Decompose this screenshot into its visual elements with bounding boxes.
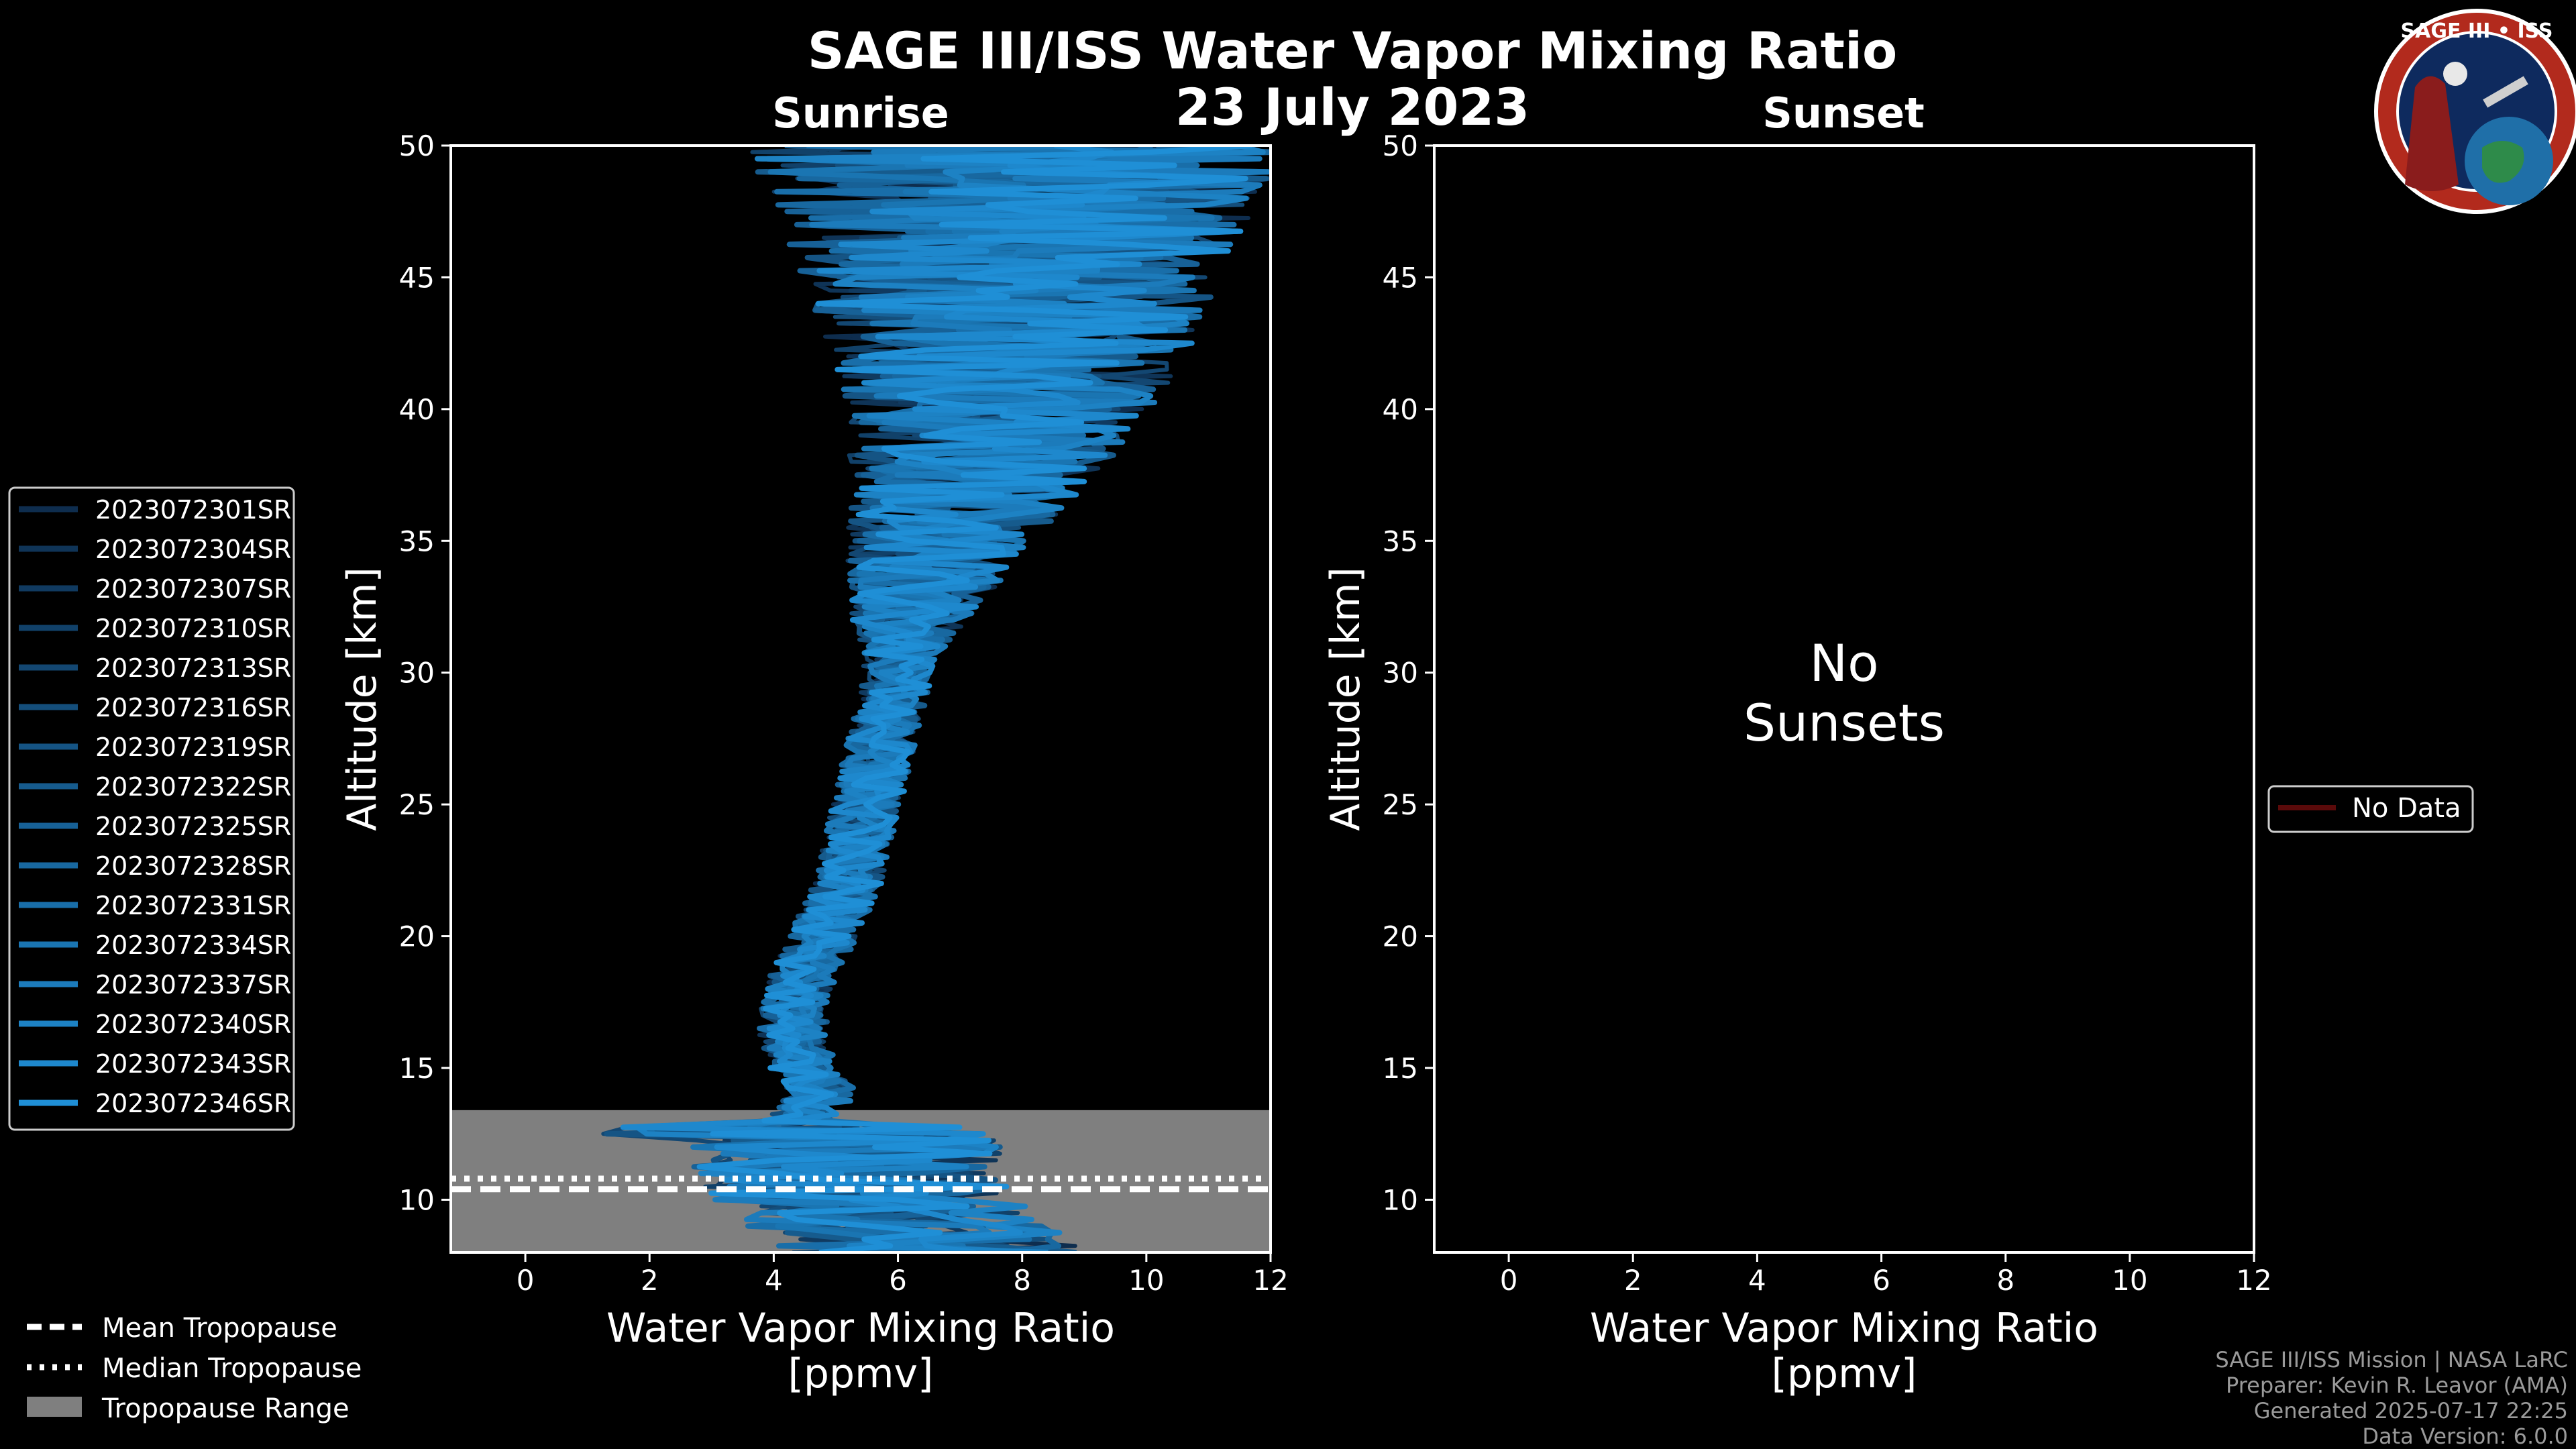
sunset-plot-area <box>1433 144 2255 1254</box>
legend-label-2023072340SR: 2023072340SR <box>95 1010 291 1039</box>
sunrise-xtick-label: 12 <box>1252 1264 1288 1297</box>
sunset-xtick-label: 12 <box>2236 1264 2271 1297</box>
sunrise-ytick-label: 25 <box>399 788 435 821</box>
no-sunsets-line2: Sunsets <box>1743 693 1945 753</box>
legend-label-2023072346SR: 2023072346SR <box>95 1089 291 1118</box>
profile-legend-box <box>8 486 295 1131</box>
legend-label-2023072325SR: 2023072325SR <box>95 812 291 841</box>
sunset-xtick-label: 0 <box>1500 1264 1518 1297</box>
logo-moon <box>2443 62 2467 86</box>
sunrise-xtick-label: 4 <box>765 1264 783 1297</box>
sunset-panel: 0 2 4 6 8 10 12 10 15 20 25 30 35 40 45 50 Altitude [km… <box>1322 129 2272 1397</box>
sunrise-xtick-label: 6 <box>889 1264 907 1297</box>
logo-figure <box>2405 76 2459 191</box>
sunrise-xtick-label: 10 <box>1128 1264 1164 1297</box>
sunrise-panel: 0 2 4 6 8 10 12 10 15 20 25 30 35 40 45 50 Altitude [km… <box>339 129 1289 1397</box>
figure-date: 23 July 2023 <box>1175 77 1529 137</box>
sunset-ytick-label: 45 <box>1383 261 1418 294</box>
sunset-ytick-label: 40 <box>1383 393 1418 426</box>
footer: SAGE III/ISS Mission | NASA LaRC Prepare… <box>2215 1347 2568 1449</box>
legend-label-2023072307SR: 2023072307SR <box>95 574 291 604</box>
sunset-ytick-label: 10 <box>1383 1183 1418 1216</box>
sunrise-marks <box>451 146 1271 1252</box>
sunset-xlabel-line2: [ppmv] <box>1772 1350 1917 1397</box>
sunrise-frame <box>449 144 1272 1254</box>
sunrise-ytick-label: 10 <box>399 1183 435 1216</box>
sunset-ytick-label: 50 <box>1383 129 1418 162</box>
sunset-ticks: 0 2 4 6 8 10 12 10 15 20 25 30 35 40 45 50 <box>1383 129 2272 1297</box>
sunset-xlabel-line1: Water Vapor Mixing Ratio <box>1590 1305 2098 1352</box>
median-tropopause-label: Median Tropopause <box>102 1353 362 1384</box>
legend-label-2023072328SR: 2023072328SR <box>95 851 291 881</box>
sunrise-ytick-label: 50 <box>399 129 435 162</box>
no-sunsets-line1: No <box>1809 633 1878 693</box>
sunrise-ytick-label: 35 <box>399 525 435 557</box>
sunrise-xlabel-line1: Water Vapor Mixing Ratio <box>606 1305 1115 1352</box>
legend-label-2023072304SR: 2023072304SR <box>95 535 291 564</box>
sunrise-ytick-label: 20 <box>399 920 435 953</box>
sunrise-xlabel-line2: [ppmv] <box>788 1350 934 1397</box>
sunrise-xtick-label: 2 <box>641 1264 659 1297</box>
sunrise-ylabel: Altitude [km] <box>339 567 386 831</box>
sunset-xtick-label: 2 <box>1624 1264 1642 1297</box>
logo-landmass <box>2482 141 2524 183</box>
legend-label-2023072319SR: 2023072319SR <box>95 733 291 762</box>
legend-label-2023072301SR: 2023072301SR <box>95 495 291 525</box>
sunset-ytick-label: 15 <box>1383 1052 1418 1085</box>
profile-legend: 2023072301SR 2023072304SR 2023072307SR 2023… <box>8 486 295 1131</box>
sunrise-xtick-label: 0 <box>517 1264 535 1297</box>
footer-line2: Preparer: Kevin R. Leavor (AMA) <box>2226 1373 2568 1398</box>
sage-iss-logo: SAGE III • ISS <box>2374 9 2576 214</box>
legend-label-2023072334SR: 2023072334SR <box>95 930 291 960</box>
profile-2023072325SR <box>691 146 1252 1252</box>
legend-label-2023072331SR: 2023072331SR <box>95 891 291 920</box>
tropopause-range-label: Tropopause Range <box>101 1393 350 1424</box>
subtitle-sunrise: Sunrise <box>772 89 949 138</box>
sunrise-xtick-label: 8 <box>1013 1264 1031 1297</box>
sunrise-ytick-label: 15 <box>399 1052 435 1085</box>
footer-line4: Data Version: 6.0.0 <box>2362 1424 2568 1449</box>
profile-2023072337SR <box>703 146 1271 1252</box>
sunrise-ytick-label: 30 <box>399 657 435 690</box>
profile-2023072346SR <box>696 146 1252 1252</box>
subtitle-sunset: Sunset <box>1762 89 1925 138</box>
legend-label-2023072343SR: 2023072343SR <box>95 1049 291 1079</box>
footer-line1: SAGE III/ISS Mission | NASA LaRC <box>2215 1347 2568 1373</box>
legend-label-2023072313SR: 2023072313SR <box>95 653 291 683</box>
legend-label-2023072337SR: 2023072337SR <box>95 970 291 1000</box>
mean-tropopause-label: Mean Tropopause <box>102 1313 337 1344</box>
sunset-xtick-label: 8 <box>1996 1264 2015 1297</box>
figure-title: SAGE III/ISS Water Vapor Mixing Ratio <box>808 21 1898 80</box>
sunrise-ytick-label: 45 <box>399 261 435 294</box>
tropo-legend: Mean Tropopause Median Tropopause Tropop… <box>27 1313 362 1424</box>
sunset-ytick-label: 35 <box>1383 525 1418 557</box>
sunset-ytick-label: 20 <box>1383 920 1418 953</box>
no-data-label: No Data <box>2352 793 2461 824</box>
sunset-xtick-label: 10 <box>2112 1264 2147 1297</box>
no-data-legend-box <box>2267 785 2474 833</box>
sunrise-ticks: 0 2 4 6 8 10 12 10 15 20 25 30 35 40 45 50 <box>399 129 1289 1297</box>
no-data-legend: No Data <box>2267 785 2474 833</box>
sunset-ylabel: Altitude [km] <box>1322 567 1369 831</box>
sunrise-ytick-label: 40 <box>399 393 435 426</box>
logo-station <box>2483 76 2528 108</box>
sunset-ytick-label: 25 <box>1383 788 1418 821</box>
sunset-ytick-label: 30 <box>1383 657 1418 690</box>
footer-line3: Generated 2025-07-17 22:25 <box>2254 1398 2568 1424</box>
tropopause-range-swatch <box>27 1397 82 1417</box>
legend-label-2023072322SR: 2023072322SR <box>95 772 291 802</box>
sunset-xtick-label: 6 <box>1872 1264 1890 1297</box>
logo-text: SAGE III • ISS <box>2401 19 2553 43</box>
legend-label-2023072310SR: 2023072310SR <box>95 614 291 643</box>
legend-label-2023072316SR: 2023072316SR <box>95 693 291 722</box>
sunset-xtick-label: 4 <box>1748 1264 1766 1297</box>
